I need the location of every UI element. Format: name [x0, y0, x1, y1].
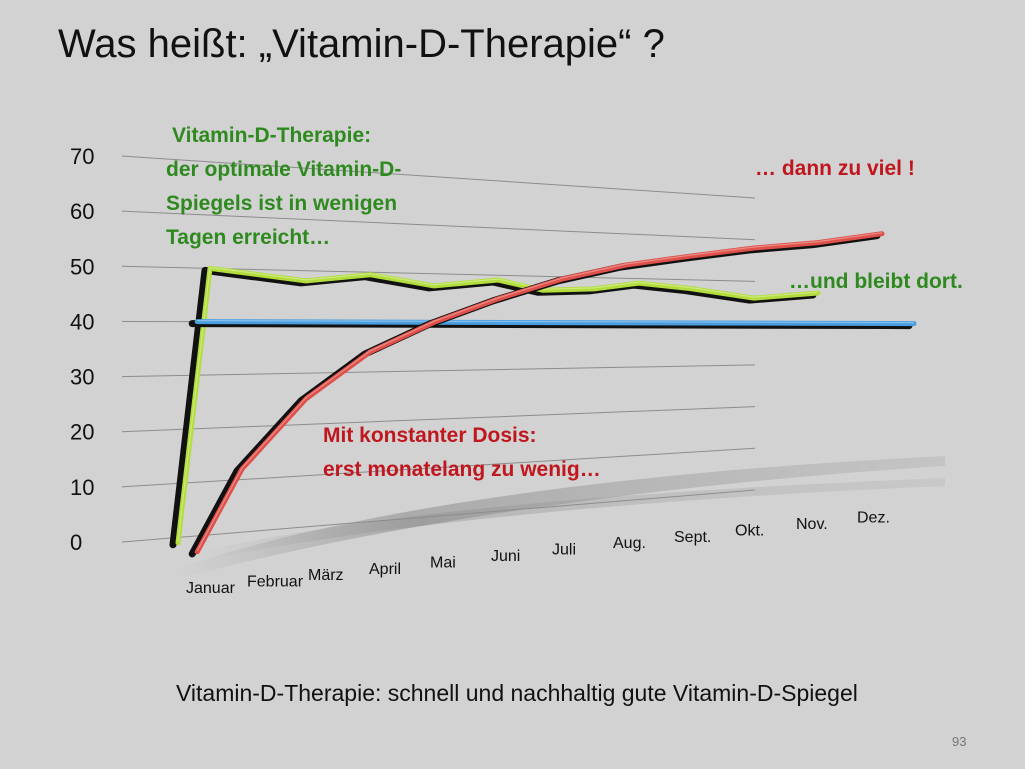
- slide-footer: Vitamin-D-Therapie: schnell und nachhalt…: [176, 680, 858, 706]
- series-line-face: [194, 319, 917, 327]
- annotation-3-line-1: erst monatelang zu wenig…: [323, 458, 601, 481]
- y-tick-label: 70: [70, 144, 94, 169]
- y-tick-label: 40: [70, 309, 94, 334]
- y-axis-ticks: 0 10 20 30 40 50 60 70: [70, 144, 94, 555]
- gridline-60: [121, 210, 756, 241]
- x-tick-april: April: [369, 561, 401, 578]
- annotation-0-line-2: Spiegels ist in wenigen: [166, 192, 397, 215]
- series-line-highlight: [177, 266, 819, 542]
- annotations: Vitamin-D-Therapie: der optimale Vitamin-…: [166, 124, 963, 481]
- x-tick-dez: Dez.: [857, 510, 890, 527]
- annotation-1-line-0: … dann zu viel !: [755, 157, 915, 180]
- gridline-10: [121, 447, 756, 488]
- series-line-depth: [169, 266, 817, 549]
- series-line-face: [175, 265, 821, 546]
- grid-layer: [121, 155, 756, 543]
- x-tick-juni: Juni: [491, 548, 520, 565]
- x-tick-sept: Sept.: [674, 529, 711, 546]
- annotation-0-line-1: der optimale Vitamin-D-: [166, 158, 401, 181]
- gridline-20: [121, 406, 756, 433]
- y-tick-label: 10: [70, 475, 94, 500]
- annotation-0-line-0: Vitamin-D-Therapie:: [172, 124, 371, 147]
- series-shadow: [200, 478, 945, 560]
- x-tick-okt: Okt.: [735, 522, 764, 539]
- gridline-30: [121, 364, 756, 378]
- x-tick-nov: Nov.: [796, 516, 828, 533]
- x-tick-februar: Februar: [247, 574, 304, 591]
- slide-title: Was heißt: „Vitamin-D-Therapie“ ?: [58, 22, 665, 66]
- series-line-highlight: [197, 320, 915, 324]
- y-tick-label: 20: [70, 420, 94, 445]
- series-line-highlight: [196, 232, 883, 552]
- annotation-3: Mit konstanter Dosis: erst monatelang zu …: [323, 424, 601, 481]
- annotation-2-line-0: …und bleibt dort.: [789, 270, 963, 293]
- series-line-1: [188, 319, 917, 330]
- shadow-layer: [178, 456, 945, 578]
- annotation-0: Vitamin-D-Therapie: der optimale Vitamin-…: [166, 124, 401, 249]
- x-tick-mai: Mai: [430, 554, 456, 571]
- series-shadow: [178, 456, 945, 578]
- y-tick-label: 60: [70, 199, 94, 224]
- annotation-0-line-3: Tagen erreicht…: [166, 226, 330, 249]
- page-number: 93: [952, 734, 967, 749]
- series-layer: [169, 231, 917, 558]
- series-line-face: [194, 231, 885, 555]
- x-tick-juli: Juli: [552, 542, 576, 559]
- y-tick-label: 0: [70, 530, 82, 555]
- x-tick-aug: Aug.: [613, 535, 646, 552]
- annotation-1: … dann zu viel !: [755, 157, 915, 180]
- annotation-2: …und bleibt dort.: [789, 270, 963, 293]
- x-tick-januar: Januar: [186, 580, 236, 597]
- series-line-2: [188, 231, 885, 558]
- y-tick-label: 50: [70, 254, 94, 279]
- x-axis-ticks: Januar Februar März April Mai Juni Juli Aug. Sep…: [186, 510, 890, 597]
- x-tick-m-rz: März: [308, 567, 344, 584]
- series-line-0: [169, 265, 821, 549]
- annotation-3-line-0: Mit konstanter Dosis:: [323, 424, 537, 447]
- y-tick-label: 30: [70, 365, 94, 390]
- gridline-70: [121, 155, 756, 199]
